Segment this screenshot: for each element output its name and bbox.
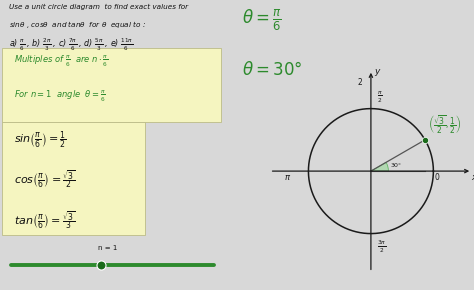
Text: Use a unit circle diagram  to find exact values for: Use a unit circle diagram to find exact … [9, 4, 188, 10]
Wedge shape [371, 162, 388, 171]
Text: $\frac{\pi}{2}$: $\frac{\pi}{2}$ [377, 90, 383, 106]
Text: y: y [374, 67, 380, 76]
Text: $sin\theta$ , $cos\theta$  and $tan\theta$  for $\theta$  equal to :: $sin\theta$ , $cos\theta$ and $tan\theta… [9, 19, 146, 30]
Text: 0: 0 [434, 173, 439, 182]
Text: $cos\left(\frac{\pi}{6}\right) = \frac{\sqrt{3}}{2}$: $cos\left(\frac{\pi}{6}\right) = \frac{\… [14, 168, 75, 190]
Text: a) $\frac{\pi}{6}$ , b) $\frac{2\pi}{3}$ , c) $\frac{7\pi}{6}$ , d) $\frac{5\pi}: a) $\frac{\pi}{6}$ , b) $\frac{2\pi}{3}$… [9, 36, 133, 52]
Text: $\left(\dfrac{\sqrt{3}}{2}, \dfrac{1}{2}\right)$: $\left(\dfrac{\sqrt{3}}{2}, \dfrac{1}{2}… [428, 113, 461, 136]
Text: 30°: 30° [390, 163, 401, 168]
Text: $\theta = 30°$: $\theta = 30°$ [242, 61, 302, 79]
Text: x: x [471, 173, 474, 182]
Text: $For$ $n = 1$  $angle$  $\theta = \frac{\pi}{6}$: $For$ $n = 1$ $angle$ $\theta = \frac{\p… [14, 89, 106, 104]
Text: $\theta = \frac{\pi}{6}$: $\theta = \frac{\pi}{6}$ [242, 7, 282, 32]
Text: π: π [284, 173, 289, 182]
FancyBboxPatch shape [2, 122, 145, 235]
Text: n = 1: n = 1 [99, 245, 118, 251]
Text: 2: 2 [357, 78, 362, 87]
Text: $sin\left(\frac{\pi}{6}\right) = \frac{1}{2}$: $sin\left(\frac{\pi}{6}\right) = \frac{1… [14, 129, 66, 151]
Text: $\frac{3\pi}{2}$: $\frac{3\pi}{2}$ [377, 239, 386, 255]
Text: $tan\left(\frac{\pi}{6}\right) = \frac{\sqrt{3}}{3}$: $tan\left(\frac{\pi}{6}\right) = \frac{\… [14, 209, 75, 231]
Text: $Multiples$ $of$ $\frac{\pi}{6}$  $are$ $n \cdot \frac{\pi}{6}$: $Multiples$ $of$ $\frac{\pi}{6}$ $are$ $… [14, 54, 108, 69]
FancyBboxPatch shape [2, 48, 221, 122]
